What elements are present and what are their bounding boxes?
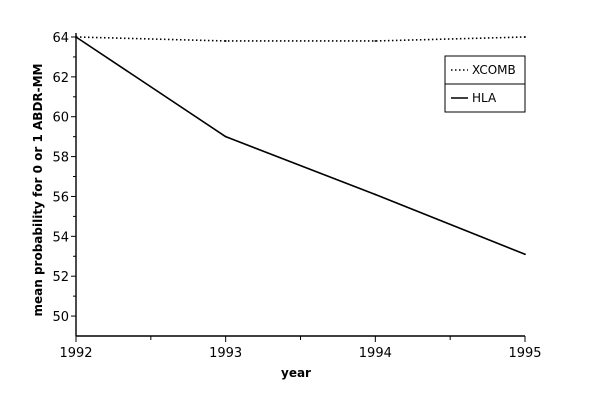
data-point-hla bbox=[224, 135, 227, 138]
data-point-xcomb bbox=[224, 40, 227, 42]
y-tick-label: 50 bbox=[52, 310, 69, 325]
y-axis-ticks: 50 52 54 56 58 60 62 64 bbox=[52, 31, 76, 325]
data-point-hla bbox=[75, 36, 77, 38]
data-point-xcomb bbox=[524, 36, 526, 38]
x-tick-label: 1995 bbox=[508, 346, 541, 361]
y-tick-label: 64 bbox=[52, 31, 69, 46]
y-axis-title: mean probability for 0 or 1 ABDR-MM bbox=[31, 63, 45, 316]
x-tick-label: 1993 bbox=[209, 346, 242, 361]
y-tick-label: 54 bbox=[52, 230, 69, 245]
data-point-hla bbox=[524, 253, 526, 256]
x-axis-ticks: 1992 1993 1994 1995 bbox=[59, 336, 542, 361]
y-tick-label: 60 bbox=[52, 111, 69, 126]
series-line-hla bbox=[75, 36, 526, 256]
data-point-xcomb bbox=[374, 40, 377, 42]
series-layer bbox=[75, 36, 526, 256]
y-tick-label: 52 bbox=[52, 270, 69, 285]
x-tick-label: 1994 bbox=[359, 346, 392, 361]
legend-label-hla: HLA bbox=[472, 91, 497, 105]
data-point-hla bbox=[374, 193, 377, 196]
y-tick-label: 58 bbox=[52, 151, 69, 166]
x-axis-title: year bbox=[281, 366, 311, 380]
legend-label-xcomb: XCOMB bbox=[472, 63, 516, 77]
legend: XCOMB HLA bbox=[444, 55, 526, 113]
x-tick-label: 1992 bbox=[59, 346, 92, 361]
y-tick-label: 56 bbox=[52, 190, 69, 205]
y-tick-label: 62 bbox=[52, 71, 69, 86]
series-line-xcomb bbox=[75, 36, 526, 42]
